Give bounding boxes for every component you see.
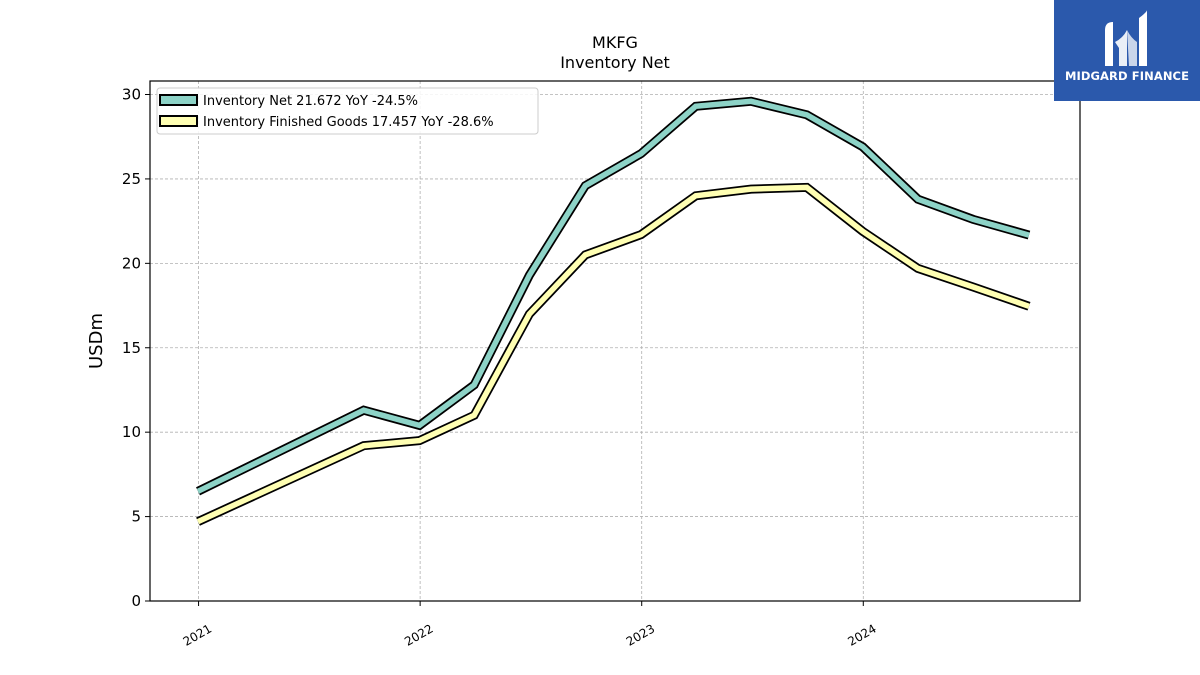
y-axis-label: USDm bbox=[86, 313, 107, 369]
y-tick-label: 0 bbox=[131, 592, 141, 610]
midgard-logo-icon bbox=[1105, 10, 1147, 66]
series-line-1 bbox=[196, 98, 1030, 494]
y-tick-label: 25 bbox=[122, 170, 141, 188]
legend-label-1: Inventory Net 21.672 YoY -24.5% bbox=[203, 94, 418, 109]
chart-subtitle: Inventory Net bbox=[560, 53, 670, 72]
brand-logo: MIDGARD FINANCE bbox=[1054, 0, 1200, 101]
y-tick-label: 20 bbox=[122, 254, 141, 272]
series-line-outline-2 bbox=[196, 182, 1031, 526]
y-tick-label: 10 bbox=[122, 423, 141, 441]
series-lines bbox=[196, 96, 1031, 526]
y-tick-label: 30 bbox=[122, 86, 141, 104]
x-tick-label: 2024 bbox=[845, 621, 878, 648]
series-line-2 bbox=[196, 184, 1030, 525]
legend: Inventory Net 21.672 YoY -24.5% Inventory… bbox=[156, 87, 539, 135]
grid bbox=[150, 81, 1080, 601]
plot-frame bbox=[149, 80, 1081, 602]
x-tick-label: 2021 bbox=[181, 621, 214, 648]
x-tick-label: 2022 bbox=[402, 621, 435, 648]
legend-label-2: Inventory Finished Goods 17.457 YoY -28.… bbox=[203, 115, 494, 130]
legend-swatch-1 bbox=[159, 94, 198, 106]
brand-name: MIDGARD FINANCE bbox=[1064, 69, 1190, 83]
y-tick-label: 5 bbox=[131, 508, 141, 526]
chart-title: MKFG bbox=[592, 33, 638, 52]
x-tick-label: 2023 bbox=[624, 621, 657, 648]
legend-swatch-2 bbox=[159, 115, 198, 127]
y-tick-label: 15 bbox=[122, 339, 141, 357]
legend-box bbox=[156, 87, 539, 135]
